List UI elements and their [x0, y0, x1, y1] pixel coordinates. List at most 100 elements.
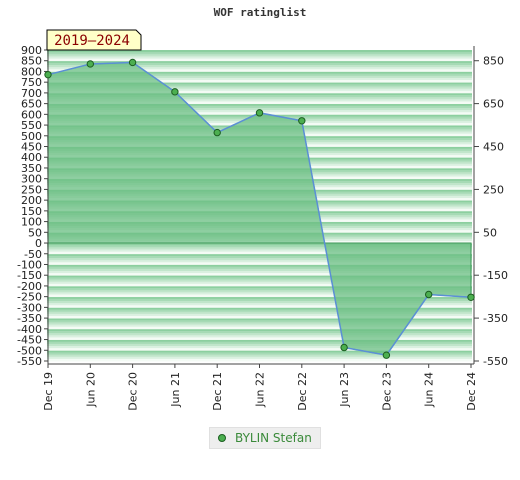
grid-band: [47, 251, 472, 255]
x-tick-label: Jun 22: [254, 372, 267, 408]
grid-band: [47, 300, 472, 304]
data-point[interactable]: [171, 88, 179, 96]
x-tick-label: Jun 24: [423, 372, 436, 408]
y-tick-label: 250: [21, 183, 42, 196]
grid-band: [47, 71, 472, 74]
y-tick-label: 300: [21, 173, 42, 186]
grid-band: [47, 92, 472, 96]
y-tick-label: 650: [21, 98, 42, 111]
grid-band: [47, 352, 472, 355]
chart-title: WOF ratinglist: [214, 6, 307, 19]
data-point[interactable]: [44, 70, 52, 79]
grid-band: [47, 99, 472, 102]
data-point[interactable]: [298, 117, 306, 125]
y-tick-label: 850: [21, 55, 42, 68]
data-point[interactable]: [128, 58, 137, 67]
y-tick-label: 700: [21, 87, 42, 100]
y-tick-label: -550: [17, 355, 42, 368]
grid-band: [47, 330, 472, 334]
y-tick-label: -400: [17, 323, 42, 336]
grid-band: [47, 88, 472, 92]
points-layer: [44, 58, 475, 359]
grid-band: [47, 315, 472, 319]
grid-band: [47, 65, 472, 68]
grid-band: [47, 303, 472, 306]
grid-band: [47, 328, 472, 332]
y-tick-label: 800: [21, 65, 42, 78]
grid-band: [47, 67, 472, 70]
grid-band: [47, 58, 472, 62]
grid-band: [47, 345, 472, 349]
y2-tick-label: 450: [483, 141, 504, 154]
grid-band: [47, 281, 472, 285]
y2-tick-label: -350: [483, 312, 508, 325]
grid-band: [47, 277, 472, 280]
data-point[interactable]: [382, 351, 391, 359]
grid-band: [47, 348, 472, 351]
grid-band: [47, 258, 472, 261]
grid-band: [47, 326, 472, 330]
grid-band: [47, 73, 472, 77]
grid-band: [47, 290, 472, 293]
grid-band: [47, 105, 472, 109]
y-tick-label: -500: [17, 344, 42, 357]
grid-band: [47, 320, 472, 323]
grid-band: [47, 262, 472, 265]
y-tick-label: -300: [17, 301, 42, 314]
x-tick-label: Jun 20: [84, 372, 97, 408]
grid-band: [47, 266, 472, 270]
data-point[interactable]: [340, 343, 348, 352]
grid-band: [47, 103, 472, 107]
y-tick-label: -250: [17, 291, 42, 304]
grid-band: [47, 337, 472, 340]
data-point[interactable]: [255, 109, 264, 117]
grid-band: [47, 69, 472, 72]
x-tick-label: Dec 21: [211, 372, 224, 411]
grid-band: [47, 313, 472, 317]
grid-band: [47, 75, 472, 79]
grid-band: [47, 341, 472, 345]
grid-band: [47, 324, 472, 328]
y-tick-label: 0: [35, 237, 42, 250]
y2-tick-label: 850: [483, 55, 504, 68]
period-badge-text: 2019–2024: [54, 33, 130, 49]
grid-band: [47, 285, 472, 289]
grid-band: [47, 84, 472, 87]
grid-band: [47, 318, 472, 321]
grid-band: [47, 249, 472, 253]
data-point[interactable]: [467, 293, 475, 301]
y-tick-label: -450: [17, 334, 42, 347]
y2-tick-label: -150: [483, 269, 508, 282]
y-tick-label: 400: [21, 151, 42, 164]
grid-band: [47, 311, 472, 315]
grid-band: [47, 56, 472, 59]
data-point[interactable]: [86, 60, 95, 68]
y-tick-label: 350: [21, 162, 42, 175]
y-tick-label: -150: [17, 269, 42, 282]
grid-band: [47, 245, 472, 248]
data-point[interactable]: [425, 290, 433, 299]
grid-band: [47, 294, 472, 298]
grid-band: [47, 305, 472, 308]
grid-band: [47, 292, 472, 295]
grid-band: [47, 273, 472, 276]
x-tick-label: Jun 23: [338, 372, 351, 408]
y-tick-label: 150: [21, 205, 42, 218]
y-tick-label: -350: [17, 312, 42, 325]
x-tick-label: Dec 19: [42, 372, 55, 411]
grid-band: [47, 260, 472, 263]
grid-band: [47, 50, 472, 53]
grid-band: [47, 247, 472, 250]
grid-band: [47, 264, 472, 268]
period-badge: 2019–2024: [46, 29, 142, 51]
grid-band: [47, 275, 472, 278]
data-point[interactable]: [213, 128, 221, 137]
grid-band: [47, 77, 472, 81]
legend-series-label: BYLIN Stefan: [235, 431, 312, 445]
grid-band: [47, 358, 472, 362]
y-tick-label: -50: [24, 248, 42, 261]
grid-band: [47, 86, 472, 89]
grid-band: [47, 101, 472, 105]
x-tick-label: Dec 20: [127, 372, 140, 411]
